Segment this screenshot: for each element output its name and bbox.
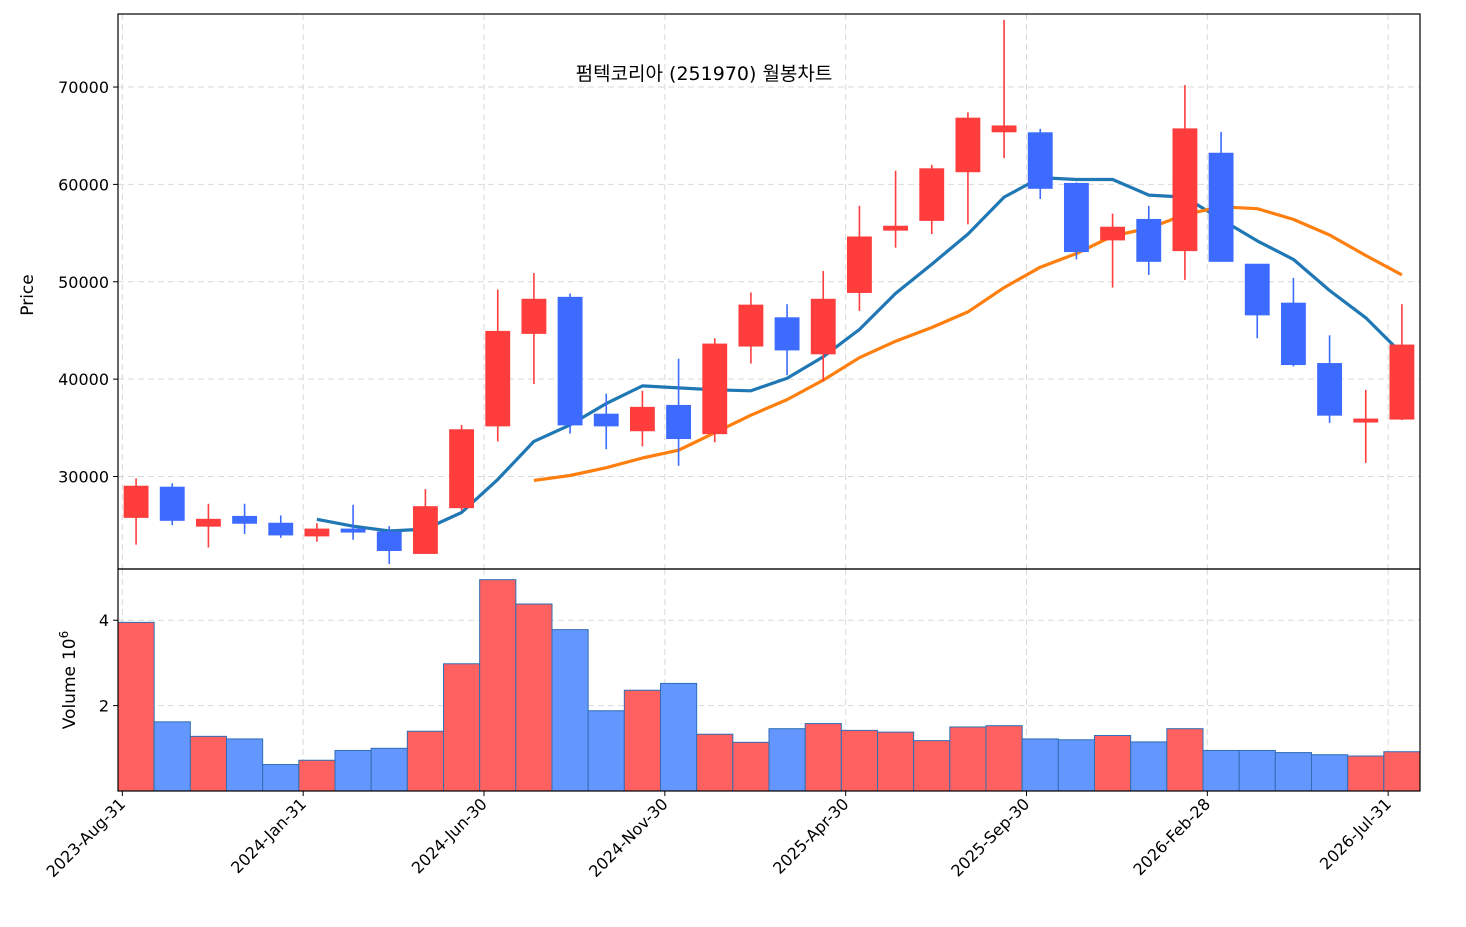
candle-body: [485, 330, 511, 427]
volume-bar: [479, 579, 517, 792]
candle-body: [1063, 182, 1089, 253]
volume-bar: [406, 730, 445, 792]
volume-multiplier-base: 10: [60, 638, 80, 660]
candle-body: [1244, 263, 1270, 316]
candle-body: [629, 406, 655, 432]
volume-bar: [443, 663, 481, 792]
volume-multiplier-exponent: 6: [57, 631, 71, 639]
volume-bar: [804, 723, 842, 792]
candle-body: [1100, 226, 1126, 241]
volume-bar: [732, 741, 770, 792]
volume-bar: [1202, 749, 1240, 792]
volume-bar: [660, 682, 698, 792]
price-tick-label: 70000: [58, 78, 109, 97]
volume-bar: [587, 710, 625, 792]
candle-body: [846, 236, 872, 293]
volume-bar: [1347, 755, 1385, 792]
candle-body: [268, 522, 294, 536]
volume-bar: [985, 725, 1023, 792]
volume-bar: [1311, 754, 1349, 792]
price-tick-label: 60000: [58, 175, 109, 194]
candle-body: [666, 404, 692, 440]
volume-bar: [913, 740, 951, 792]
price-tick-label: 40000: [58, 370, 109, 389]
candle-body: [1280, 302, 1306, 366]
price-tick-label: 30000: [58, 468, 109, 487]
price-grid: [118, 14, 1420, 569]
candle-body: [883, 225, 909, 231]
volume-axis-label: Volume 106: [57, 631, 80, 730]
volume-bar: [370, 747, 408, 792]
volume-bar: [1274, 752, 1313, 792]
volume-bar: [949, 726, 987, 792]
candle-body: [810, 298, 836, 355]
candle-body: [1317, 363, 1343, 416]
candle-body: [955, 117, 981, 173]
volume-bar: [551, 629, 589, 792]
candle-body: [1136, 218, 1162, 262]
candle-body: [449, 429, 475, 509]
volume-bar: [1383, 751, 1421, 792]
volume-axis-label-text: Volume: [60, 666, 80, 729]
volume-bar: [877, 731, 915, 792]
price-tick-label: 50000: [58, 273, 109, 292]
candle-body: [991, 125, 1017, 133]
candle-body: [774, 317, 800, 351]
candle-body: [159, 486, 185, 521]
candle-body: [304, 528, 330, 537]
candle-body: [340, 528, 366, 533]
volume-bar: [1130, 741, 1168, 792]
volume-bar: [1094, 735, 1132, 792]
candles: [123, 19, 1415, 565]
volume-bar: [153, 721, 191, 792]
volume-bar: [298, 759, 336, 792]
volume-bar: [623, 689, 661, 792]
volume-bar: [334, 749, 372, 792]
volume-tick-label: 2: [99, 697, 109, 716]
volume-tick-label: 4: [99, 611, 109, 630]
volume-bar: [696, 733, 734, 792]
candle-body: [376, 531, 402, 551]
candle-body: [702, 343, 728, 435]
volume-panel-frame: [117, 568, 1421, 792]
price-y-ticks: 30000 40000 50000 60000 70000: [58, 78, 118, 487]
candle-body: [593, 413, 619, 427]
volume-bars: [117, 579, 1421, 792]
candle-body: [195, 518, 221, 527]
volume-bar: [262, 764, 300, 792]
volume-bar: [1057, 739, 1096, 792]
candle-body: [1208, 152, 1234, 262]
volume-bar: [515, 603, 553, 792]
candle-body: [232, 515, 258, 524]
candle-body: [1389, 344, 1415, 420]
candle-body: [738, 304, 764, 347]
volume-bar: [226, 738, 264, 792]
volume-bar: [768, 728, 806, 792]
price-axis-label: Price: [18, 274, 38, 315]
candle-body: [919, 168, 945, 221]
candle-body: [1172, 128, 1198, 252]
chart-title: 펌텍코리아 (251970) 월봉차트: [576, 63, 833, 85]
volume-y-ticks: 24: [99, 611, 118, 716]
volume-bar: [189, 735, 227, 792]
volume-bar: [1238, 749, 1276, 792]
candle-body: [123, 485, 149, 518]
volume-bar: [1021, 738, 1059, 792]
candle-body: [521, 298, 547, 334]
volume-bar: [1166, 728, 1204, 792]
volume-bar: [840, 729, 878, 792]
volume-bar: [117, 621, 155, 792]
candle-body: [1353, 418, 1379, 423]
candle-body: [412, 506, 438, 554]
candle-body: [1027, 132, 1053, 189]
candle-body: [557, 296, 583, 426]
